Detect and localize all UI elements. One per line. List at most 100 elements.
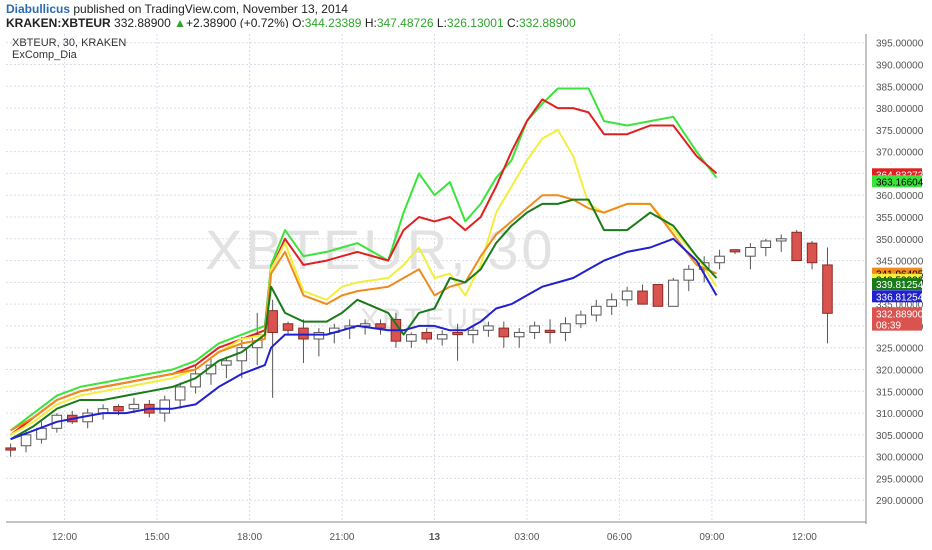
candle-body bbox=[529, 325, 540, 333]
candle-body bbox=[452, 331, 463, 336]
watermark-main: XBTEUR, 30 bbox=[205, 218, 556, 281]
candle-body bbox=[421, 331, 433, 340]
y-tick-label: 320.00000 bbox=[876, 366, 924, 377]
candle-body bbox=[668, 279, 679, 307]
candle-body bbox=[436, 334, 448, 340]
close-value: 332.88900 bbox=[519, 16, 576, 30]
price-tag-label: 339.81254 bbox=[876, 280, 924, 291]
x-tick-label: 21:00 bbox=[329, 532, 354, 543]
y-tick-label: 345.00000 bbox=[876, 257, 924, 268]
candle-body bbox=[375, 323, 386, 329]
price-chart-svg[interactable]: XBTEUR, 30 XBTEUR XBTEUR, 30, KRAKEN ExC… bbox=[0, 28, 932, 550]
y-tick-label: 395.00000 bbox=[876, 39, 924, 50]
candle-body bbox=[591, 305, 602, 316]
symbol-label: KRAKEN:XBTEUR bbox=[6, 16, 111, 30]
candle-body bbox=[128, 403, 140, 410]
candle-body bbox=[174, 386, 186, 401]
open-label: O: bbox=[292, 16, 305, 30]
candle-body bbox=[606, 299, 617, 307]
close-label: C: bbox=[507, 16, 519, 30]
candle-body bbox=[467, 329, 479, 336]
legend-symbol: XBTEUR, 30, KRAKEN bbox=[12, 37, 126, 49]
candle-body bbox=[298, 327, 309, 340]
candle-body bbox=[683, 268, 695, 281]
change-value: +2.38900 (+0.72%) bbox=[185, 16, 289, 30]
chart-background bbox=[0, 28, 932, 550]
price-tag: 332.88900 bbox=[872, 307, 924, 320]
author-link[interactable]: Diabullicus bbox=[6, 2, 71, 16]
y-tick-label: 360.00000 bbox=[876, 191, 924, 202]
last-price: 332.88900 bbox=[114, 16, 171, 30]
series-line-orange bbox=[10, 194, 717, 432]
publish-line: Diabullicus published on TradingView.com… bbox=[6, 2, 348, 16]
publish-header: Diabullicus published on TradingView.com… bbox=[0, 0, 932, 30]
x-tick-label: 18:00 bbox=[237, 532, 262, 543]
high-value: 347.48726 bbox=[376, 16, 434, 30]
price-tag-bg bbox=[872, 175, 922, 188]
open-value: 344.23389 bbox=[304, 16, 362, 30]
candle-body bbox=[729, 249, 741, 253]
price-tag: 339.81254 bbox=[872, 278, 924, 291]
low-label: L: bbox=[436, 16, 447, 30]
y-tick-label: 300.00000 bbox=[876, 453, 924, 464]
y-tick-label: 305.00000 bbox=[876, 431, 924, 442]
x-tick-label: 13 bbox=[429, 532, 441, 543]
y-tick-label: 335.00000 bbox=[876, 300, 924, 311]
y-tick-label: 385.00000 bbox=[876, 82, 924, 93]
candle-body bbox=[745, 247, 756, 257]
candle-body bbox=[560, 323, 571, 333]
y-tick-label: 295.00000 bbox=[876, 474, 924, 485]
legend-indicator: ExComp_Dia bbox=[12, 49, 78, 61]
y-tick-label: 325.00000 bbox=[876, 344, 924, 355]
price-labels: 364.83273363.16604341.96405340.59926339.… bbox=[872, 168, 924, 332]
candle-body bbox=[313, 331, 325, 340]
price-tag-label: 336.81254 bbox=[876, 292, 924, 303]
candle-body bbox=[714, 255, 725, 264]
candle-body bbox=[513, 331, 525, 338]
y-tick-label: 375.00000 bbox=[876, 126, 924, 137]
series-line-dark-green bbox=[10, 198, 718, 441]
low-value: 326.13001 bbox=[446, 16, 504, 30]
candle-body bbox=[267, 310, 278, 333]
price-tag-label: 363.16604 bbox=[876, 177, 924, 188]
candle-body bbox=[791, 231, 802, 262]
series-line-yellow bbox=[10, 128, 718, 436]
y-tick-label: 355.00000 bbox=[876, 213, 924, 224]
candle-body bbox=[20, 434, 32, 447]
y-tick-label: 310.00000 bbox=[876, 409, 924, 420]
chart-area[interactable]: XBTEUR, 30 XBTEUR XBTEUR, 30, KRAKEN ExC… bbox=[0, 28, 932, 550]
candle-body bbox=[498, 327, 510, 338]
candle-body bbox=[822, 264, 833, 314]
candle-body bbox=[544, 329, 556, 333]
series-line-blue bbox=[10, 237, 718, 441]
series-lines bbox=[9, 87, 718, 441]
candle-body bbox=[359, 323, 371, 327]
published-text: published on TradingView.com, November 1… bbox=[73, 2, 348, 16]
price-tag-bg bbox=[872, 290, 922, 303]
candle-body bbox=[406, 334, 417, 342]
candle-body bbox=[282, 323, 294, 331]
candle-body bbox=[36, 427, 47, 440]
candle-body bbox=[775, 238, 787, 242]
y-tick-label: 390.00000 bbox=[876, 61, 924, 72]
x-tick-label: 06:00 bbox=[607, 532, 632, 543]
price-tag: 08:39 bbox=[872, 318, 922, 332]
y-tick-label: 290.00000 bbox=[876, 496, 924, 507]
y-tick-label: 315.00000 bbox=[876, 387, 924, 398]
ohlc-line: KRAKEN:XBTEUR 332.88900 ▲+2.38900 (+0.72… bbox=[6, 16, 576, 30]
price-tag-label: 332.88900 bbox=[876, 309, 924, 320]
price-tag-bg bbox=[872, 318, 922, 331]
high-label: H: bbox=[364, 16, 377, 30]
candle-body bbox=[575, 314, 587, 325]
x-tick-label: 03:00 bbox=[514, 532, 539, 543]
y-tick-label: 380.00000 bbox=[876, 104, 924, 115]
change-arrow-icon: ▲ bbox=[174, 16, 186, 30]
candle-body bbox=[652, 284, 664, 307]
x-tick-label: 15:00 bbox=[145, 532, 170, 543]
price-tag: 336.81254 bbox=[872, 290, 924, 303]
price-tag-label: 08:39 bbox=[876, 321, 901, 332]
candle-body bbox=[806, 242, 818, 264]
y-tick-label: 350.00000 bbox=[876, 235, 924, 246]
candle-body bbox=[621, 290, 633, 301]
